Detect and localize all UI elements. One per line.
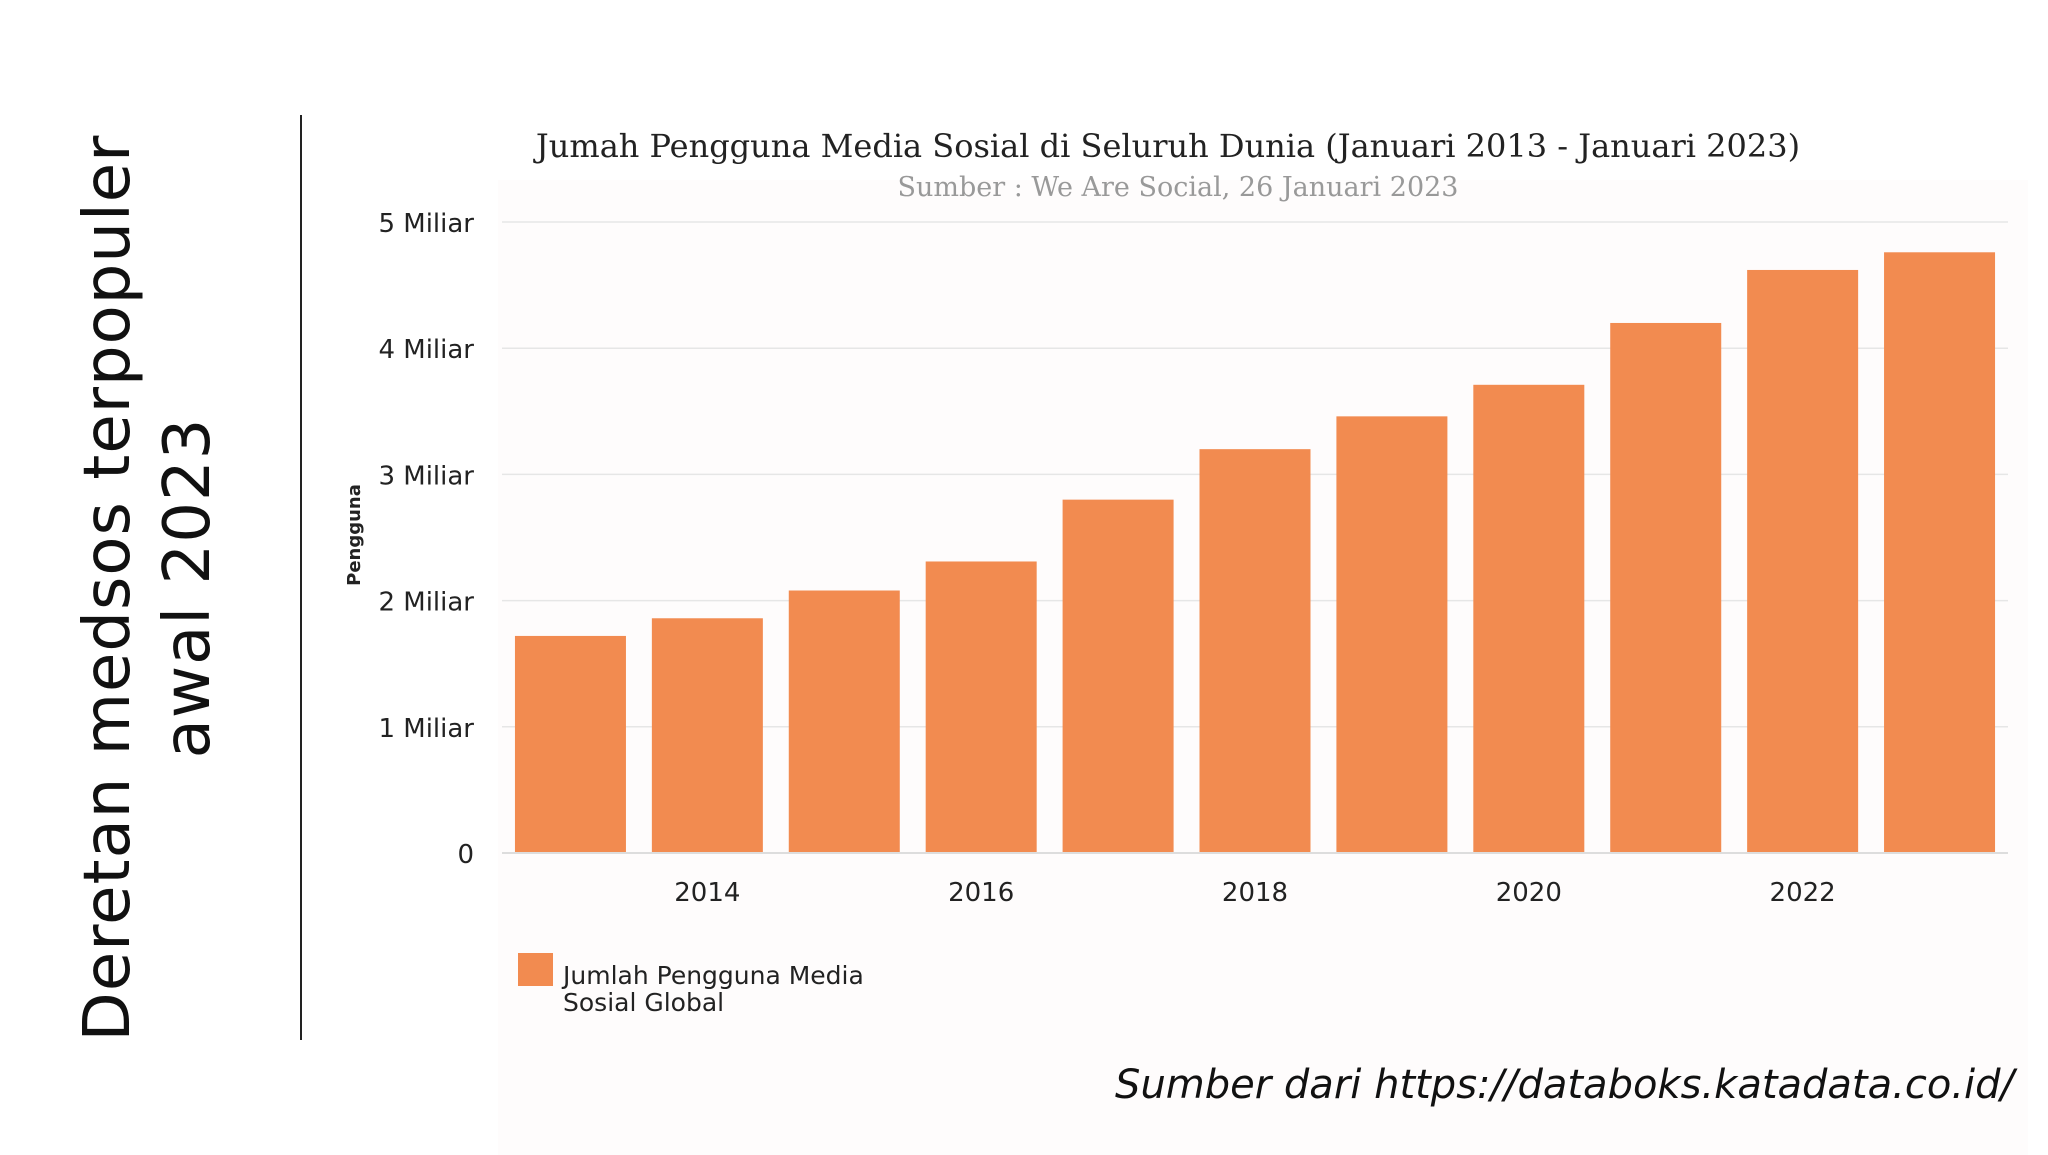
chart-subtitle: Sumber : We Are Social, 26 Januari 2023 [898,172,1459,203]
vertical-divider [300,115,302,1040]
bar-2023 [1884,252,1996,854]
source-note: Sumber dari https://databoks.katadata.co… [1115,1062,2014,1108]
y-tick-label: 1 Miliar [378,714,474,744]
bar-2017 [1062,499,1174,853]
x-tick-label: 2018 [1222,878,1288,908]
x-tick-label: 2020 [1496,878,1562,908]
y-tick-label: 3 Miliar [378,461,474,491]
y-tick-label: 4 Miliar [378,335,474,365]
legend-swatch [518,953,553,986]
bar-2015 [788,590,900,853]
y-axis-ticks: 0 1 Miliar 2 Miliar 3 Miliar 4 Miliar 5 Milia… [378,209,474,870]
y-tick-label: 2 Miliar [378,588,474,618]
bar-2020 [1473,384,1585,853]
bars [514,252,1996,854]
y-tick-label: 5 Miliar [378,209,474,239]
chart-title: Jumah Pengguna Media Sosial di Seluruh D… [533,127,1800,165]
y-tick-label: 0 [457,840,474,870]
bar-2014 [651,618,763,853]
bar-2016 [925,561,1037,853]
bar-2021 [1610,322,1722,854]
bar-2022 [1747,269,1859,853]
x-axis-ticks: 2014 2016 2018 2020 2022 [674,878,1835,908]
bar-2019 [1336,416,1448,853]
x-tick-label: 2022 [1770,878,1836,908]
legend: Jumlah Pengguna Media Sosial Global [518,953,864,1017]
legend-label-line-2: Sosial Global [563,988,724,1017]
bar-2013 [514,635,626,853]
x-tick-label: 2014 [674,878,740,908]
y-axis-label: Pengguna [344,484,365,586]
bar-2018 [1199,449,1311,853]
legend-label-line-1: Jumlah Pengguna Media [561,961,864,990]
x-tick-label: 2016 [948,878,1014,908]
